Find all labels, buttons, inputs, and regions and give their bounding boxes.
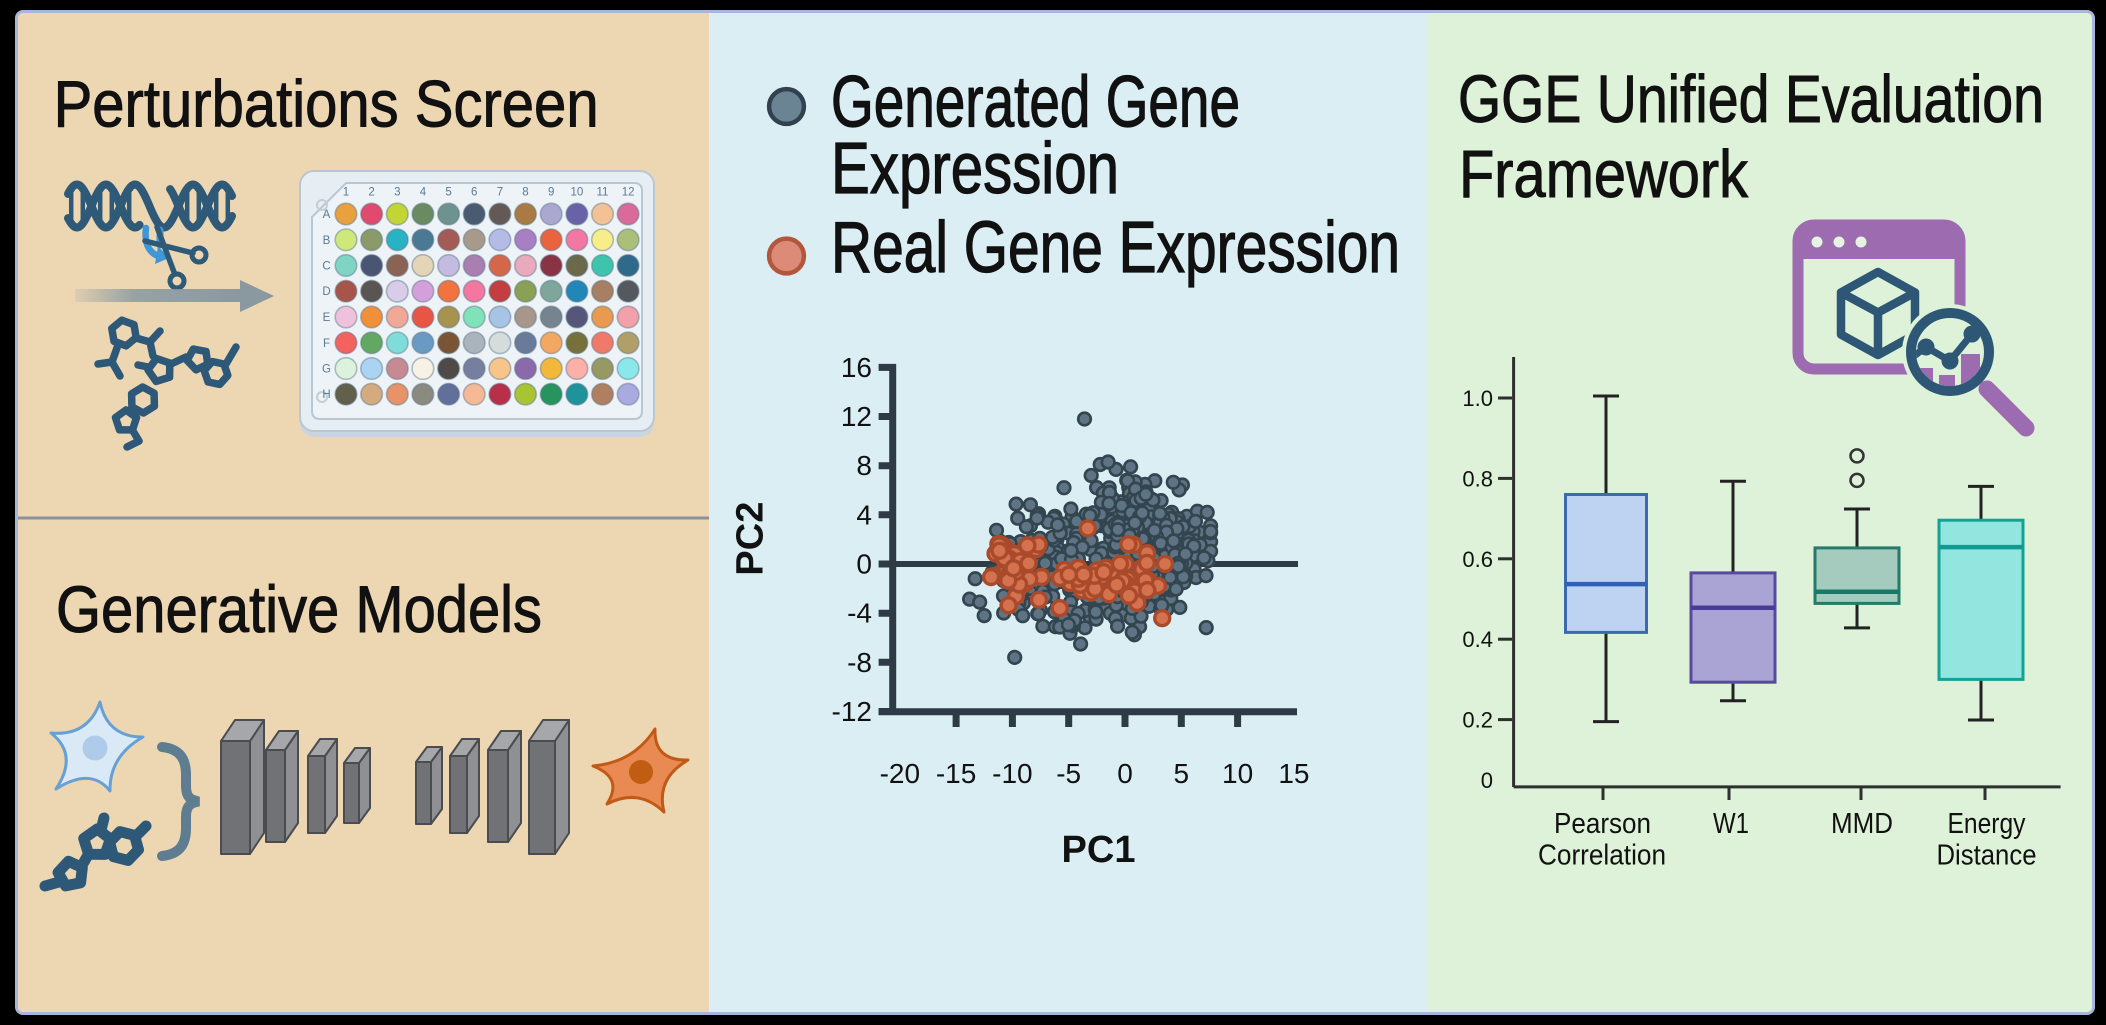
svg-text:12: 12 — [841, 401, 872, 432]
svg-text:C: C — [322, 261, 330, 273]
svg-text:Perturbations Screen: Perturbations Screen — [54, 67, 599, 141]
svg-text:0: 0 — [856, 549, 872, 580]
svg-text:B: B — [323, 235, 331, 247]
svg-text:MMD: MMD — [1831, 808, 1893, 840]
svg-text:-8: -8 — [847, 647, 872, 678]
svg-text:Generative Models: Generative Models — [56, 572, 542, 646]
svg-text:0.8: 0.8 — [1462, 466, 1493, 491]
svg-text:Real Gene Expression: Real Gene Expression — [831, 208, 1400, 288]
svg-text:Correlation: Correlation — [1538, 840, 1666, 872]
svg-text:5: 5 — [445, 187, 451, 199]
svg-text:E: E — [323, 312, 331, 324]
svg-text:-10: -10 — [992, 758, 1032, 789]
svg-text:15: 15 — [1278, 758, 1309, 789]
svg-text:A: A — [323, 209, 331, 221]
svg-text:0.4: 0.4 — [1462, 627, 1493, 652]
svg-text:0.6: 0.6 — [1462, 547, 1493, 572]
svg-text:16: 16 — [841, 352, 872, 383]
svg-text:10: 10 — [571, 187, 584, 199]
svg-text:GGE Unified Evaluation: GGE Unified Evaluation — [1458, 62, 2044, 137]
svg-text:3: 3 — [394, 187, 400, 199]
svg-text:-15: -15 — [936, 758, 976, 789]
svg-text:PC2: PC2 — [730, 502, 772, 576]
svg-text:11: 11 — [597, 187, 609, 199]
svg-text:1: 1 — [343, 187, 349, 199]
svg-text:4: 4 — [420, 187, 427, 199]
svg-text:8: 8 — [856, 450, 872, 481]
svg-text:Pearson: Pearson — [1554, 808, 1651, 840]
svg-text:Energy: Energy — [1948, 808, 2026, 840]
svg-text:5: 5 — [1174, 758, 1190, 789]
svg-text:-5: -5 — [1056, 758, 1081, 789]
svg-text:12: 12 — [622, 187, 635, 199]
svg-text:Framework: Framework — [1459, 137, 1748, 212]
svg-text:G: G — [322, 364, 331, 376]
svg-text:7: 7 — [497, 187, 503, 199]
svg-text:1.0: 1.0 — [1462, 386, 1493, 411]
svg-text:Distance: Distance — [1937, 840, 2037, 872]
svg-text:0: 0 — [1117, 758, 1133, 789]
svg-text:0.2: 0.2 — [1462, 708, 1493, 733]
svg-text:W1: W1 — [1713, 808, 1749, 840]
svg-text:0: 0 — [1481, 768, 1493, 793]
svg-text:Generated Gene: Generated Gene — [831, 63, 1240, 143]
svg-text:PC1: PC1 — [1062, 829, 1136, 871]
svg-text:-20: -20 — [880, 758, 920, 789]
svg-text:2: 2 — [368, 187, 374, 199]
svg-text:F: F — [323, 338, 330, 350]
svg-text:-12: -12 — [832, 696, 872, 727]
svg-text:4: 4 — [856, 499, 872, 530]
svg-text:Expression: Expression — [831, 129, 1119, 209]
svg-text:D: D — [322, 286, 330, 298]
svg-text:-4: -4 — [847, 598, 872, 629]
svg-text:8: 8 — [522, 187, 528, 199]
svg-text:9: 9 — [548, 187, 554, 199]
svg-text:10: 10 — [1222, 758, 1253, 789]
svg-text:6: 6 — [471, 187, 477, 199]
svg-text:H: H — [322, 389, 330, 401]
